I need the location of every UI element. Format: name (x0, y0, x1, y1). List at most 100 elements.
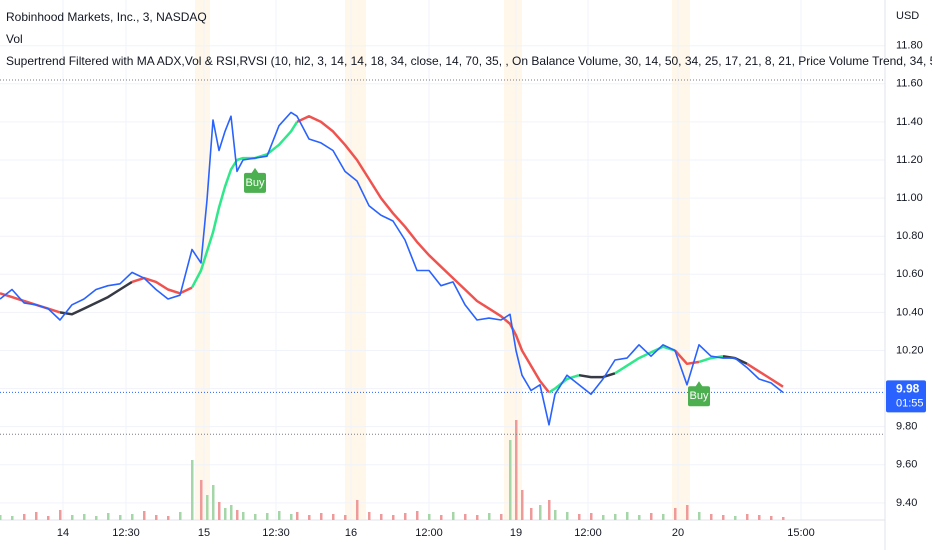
volume-bar (548, 500, 551, 520)
y-tick-label: 11.80 (896, 40, 923, 52)
volume-bar (782, 517, 785, 520)
volume-bar (0, 515, 2, 520)
volume-bar (404, 513, 407, 520)
session-band (345, 0, 366, 520)
x-tick-label: 20 (672, 527, 684, 539)
volume-bar (296, 512, 299, 520)
y-tick-label: 9.80 (896, 421, 917, 433)
volume-bar (440, 515, 443, 520)
y-tick-label: 10.60 (896, 268, 924, 280)
x-tick-label: 12:00 (574, 527, 602, 539)
last-price-badge (886, 380, 926, 413)
y-tick-label: 11.60 (896, 78, 923, 90)
supertrend-line (190, 121, 299, 289)
volume-bar (602, 515, 605, 520)
volume-bar (131, 514, 134, 520)
annotation-box (244, 172, 266, 193)
session-band (195, 0, 210, 520)
volume-bar (770, 516, 773, 520)
volume-bar (638, 515, 641, 520)
volume-bar (167, 516, 170, 520)
annotation-label: Buy (690, 390, 709, 402)
volume-bar (488, 513, 491, 520)
volume-bar (254, 514, 257, 520)
y-tick-label: 11.20 (896, 154, 923, 166)
volume-bar (734, 516, 737, 520)
volume-bar (722, 515, 725, 520)
countdown-label: 01:55 (896, 397, 924, 409)
volume-bar (650, 513, 653, 520)
supertrend-line (296, 114, 550, 394)
volume-bar (71, 515, 74, 520)
supertrend-line (59, 280, 133, 316)
volume-bar (47, 516, 50, 520)
x-tick-label: 19 (510, 527, 522, 539)
volume-bar (35, 512, 38, 520)
volume-bar (674, 508, 677, 520)
annotation-box (688, 386, 710, 407)
volume-label: Vol (6, 32, 23, 46)
volume-bar (416, 511, 419, 520)
volume-bar (662, 514, 665, 520)
volume-bar (230, 505, 233, 520)
volume-bar (392, 515, 395, 520)
volume-bar (224, 508, 227, 520)
annotation-label: Buy (246, 177, 265, 189)
volume-bar (119, 515, 122, 520)
last-price-label: 9.98 (896, 382, 920, 396)
volume-bar (380, 514, 383, 520)
volume-bar (59, 510, 62, 520)
volume-bar (332, 514, 335, 520)
supertrend-line (674, 349, 700, 366)
supertrend-line (614, 345, 676, 375)
volume-bar (509, 440, 512, 520)
volume-bar (23, 514, 26, 520)
supertrend-line (0, 292, 61, 314)
volume-bar (710, 514, 713, 520)
x-tick-label: 12:30 (262, 527, 290, 539)
currency: USD (896, 10, 919, 22)
volume-bar (554, 510, 557, 520)
volume-bar (626, 512, 629, 520)
volume-bar (566, 512, 569, 520)
volume-bar (515, 420, 518, 520)
supertrend-line (131, 276, 193, 295)
x-tick-label: 16 (345, 527, 357, 539)
y-tick-label: 9.60 (896, 459, 917, 471)
volume-bar (614, 514, 617, 520)
volume-bar (344, 515, 347, 520)
y-tick-label: 10.20 (896, 344, 924, 356)
y-tick-label: 9.40 (896, 497, 917, 509)
volume-bar (290, 514, 293, 520)
y-tick-label: 11.00 (896, 192, 923, 204)
x-tick-label: 15 (198, 527, 210, 539)
volume-bar (452, 512, 455, 520)
indicator-label: Supertrend Filtered with MA ADX,Vol & RS… (6, 54, 932, 68)
volume-bar (368, 512, 371, 520)
volume-bar (278, 511, 281, 520)
volume-bar (143, 511, 146, 520)
volume-bar (191, 460, 194, 520)
y-tick-label: 10.80 (896, 230, 924, 242)
volume-bar (212, 485, 215, 520)
volume-bar (500, 514, 503, 520)
x-tick-label: 12:00 (415, 527, 443, 539)
volume-bar (242, 512, 245, 520)
supertrend-line (578, 372, 616, 379)
volume-bar (83, 514, 86, 520)
chart-title: Robinhood Markets, Inc., 3, NASDAQ (6, 10, 207, 24)
volume-bar (218, 502, 221, 520)
volume-bar (686, 505, 689, 520)
price-line-series (0, 111, 784, 426)
volume-bar (320, 513, 323, 520)
volume-bar (428, 514, 431, 520)
x-tick-label: 14 (57, 527, 69, 539)
volume-bar (266, 513, 269, 520)
volume-bar (476, 515, 479, 520)
volume-bar (746, 514, 749, 520)
x-tick-label: 12:30 (112, 527, 140, 539)
y-tick-label: 10.40 (896, 306, 924, 318)
